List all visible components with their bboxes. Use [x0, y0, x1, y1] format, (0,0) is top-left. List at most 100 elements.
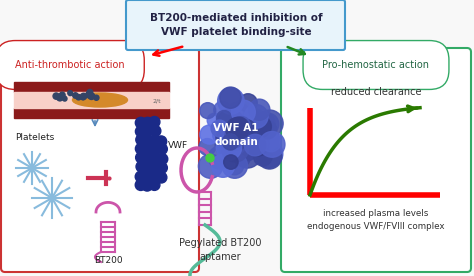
Circle shape [256, 110, 283, 137]
Circle shape [142, 171, 154, 182]
Circle shape [136, 134, 147, 145]
Circle shape [227, 125, 246, 144]
Circle shape [87, 89, 93, 95]
Circle shape [231, 127, 253, 149]
Circle shape [242, 145, 257, 160]
Circle shape [259, 132, 285, 157]
Circle shape [135, 179, 146, 190]
Circle shape [236, 119, 255, 139]
Circle shape [231, 100, 255, 124]
Circle shape [249, 116, 271, 138]
Bar [14, 108, 169, 118]
Circle shape [216, 135, 242, 160]
Circle shape [224, 152, 240, 168]
Circle shape [81, 93, 87, 100]
Circle shape [255, 140, 283, 168]
Circle shape [219, 128, 235, 144]
Circle shape [200, 125, 219, 144]
Circle shape [142, 125, 153, 136]
Text: VWF A1
domain: VWF A1 domain [213, 123, 259, 147]
Circle shape [149, 116, 160, 128]
Circle shape [225, 127, 245, 148]
Circle shape [217, 110, 232, 126]
Circle shape [222, 134, 238, 150]
Circle shape [224, 155, 238, 169]
Circle shape [149, 135, 161, 146]
Circle shape [228, 132, 246, 150]
Circle shape [223, 125, 241, 143]
Text: 2/t: 2/t [153, 99, 162, 104]
Circle shape [68, 91, 73, 95]
Circle shape [242, 109, 267, 134]
Circle shape [251, 134, 269, 152]
Circle shape [215, 132, 241, 158]
Text: Anti-thrombotic action: Anti-thrombotic action [15, 60, 125, 70]
Circle shape [257, 144, 282, 169]
FancyBboxPatch shape [126, 0, 345, 50]
FancyBboxPatch shape [1, 48, 199, 272]
Circle shape [232, 134, 259, 161]
Circle shape [207, 113, 221, 128]
Text: BT200: BT200 [94, 256, 122, 265]
Circle shape [73, 93, 78, 98]
Text: Platelets: Platelets [15, 133, 54, 142]
Circle shape [81, 96, 85, 100]
FancyBboxPatch shape [281, 48, 471, 272]
Circle shape [142, 180, 153, 191]
Circle shape [211, 120, 228, 137]
Circle shape [232, 136, 246, 151]
Text: increased plasma levels
endogenous VWF/FVIII complex: increased plasma levels endogenous VWF/F… [307, 209, 445, 231]
Circle shape [94, 95, 99, 100]
Circle shape [239, 94, 257, 112]
Circle shape [209, 146, 231, 169]
Circle shape [135, 171, 146, 182]
Bar [14, 82, 169, 92]
Circle shape [246, 129, 265, 149]
Circle shape [76, 94, 81, 100]
Circle shape [150, 143, 161, 154]
Circle shape [142, 144, 153, 155]
Circle shape [150, 125, 161, 136]
Circle shape [249, 99, 270, 120]
Circle shape [216, 122, 243, 150]
Text: reduced clearance: reduced clearance [331, 87, 421, 97]
Circle shape [228, 130, 244, 145]
Circle shape [220, 129, 247, 155]
Circle shape [261, 132, 281, 152]
Circle shape [214, 101, 231, 119]
Circle shape [234, 140, 261, 168]
Circle shape [142, 117, 153, 128]
Circle shape [234, 116, 250, 132]
Circle shape [135, 117, 146, 128]
Circle shape [144, 161, 155, 172]
Text: Pro-hemostatic action: Pro-hemostatic action [322, 60, 429, 70]
Circle shape [59, 92, 65, 98]
Circle shape [143, 135, 154, 146]
Circle shape [221, 134, 249, 162]
Circle shape [235, 125, 256, 146]
Circle shape [226, 118, 248, 140]
Circle shape [59, 97, 63, 100]
Circle shape [246, 113, 265, 132]
Circle shape [213, 128, 227, 143]
Circle shape [136, 152, 146, 163]
Circle shape [235, 119, 251, 136]
Circle shape [143, 152, 154, 163]
Circle shape [256, 113, 279, 135]
Circle shape [211, 154, 235, 177]
Circle shape [235, 135, 250, 150]
Text: BT200-mediated inhibition of
VWF platelet binding-site: BT200-mediated inhibition of VWF platele… [150, 14, 322, 37]
Circle shape [232, 122, 248, 139]
Circle shape [206, 154, 214, 162]
Circle shape [87, 94, 91, 98]
Circle shape [200, 103, 216, 119]
Circle shape [53, 93, 59, 99]
Circle shape [226, 127, 242, 144]
Ellipse shape [73, 93, 128, 107]
Circle shape [225, 117, 252, 144]
Bar [14, 92, 169, 108]
Circle shape [136, 161, 147, 172]
Text: Pegylated BT200
aptamer: Pegylated BT200 aptamer [179, 238, 261, 262]
Circle shape [150, 162, 161, 173]
Circle shape [225, 102, 250, 127]
